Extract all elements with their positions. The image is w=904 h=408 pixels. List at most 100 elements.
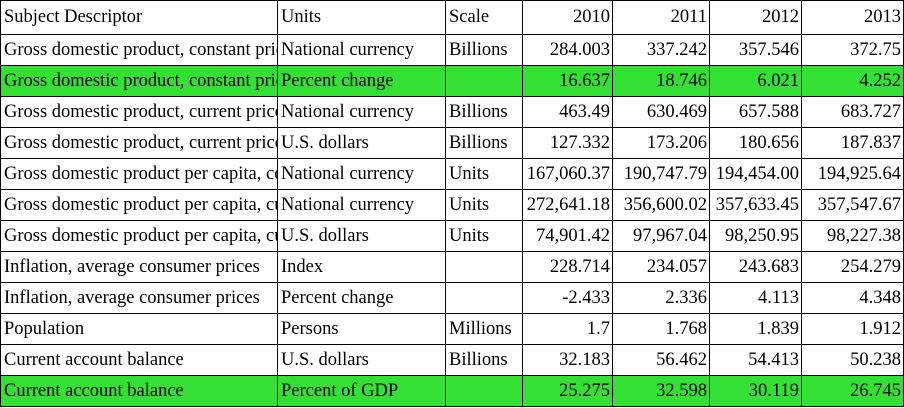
header-year-2012[interactable]: 2012 bbox=[709, 0, 802, 35]
table-row: Current account balance U.S. dollars Billi… bbox=[0, 344, 904, 376]
value-2010-cell[interactable]: 228.714 bbox=[522, 251, 613, 283]
table-row: Gross domestic product, constant prices P… bbox=[0, 65, 904, 97]
scale-cell[interactable] bbox=[445, 375, 523, 407]
table-row: Gross domestic product, constant prices N… bbox=[0, 34, 904, 66]
value-2011-cell[interactable]: 56.462 bbox=[612, 344, 710, 376]
value-2012-cell[interactable]: 1.839 bbox=[709, 313, 802, 345]
value-2013-cell[interactable]: 187.837 bbox=[801, 127, 904, 159]
value-2011-cell[interactable]: 356,600.02 bbox=[612, 189, 710, 221]
scale-cell[interactable]: Billions bbox=[445, 344, 523, 376]
value-2010-cell[interactable]: 25.275 bbox=[522, 375, 613, 407]
value-2011-cell[interactable]: 97,967.04 bbox=[612, 220, 710, 252]
value-2013-cell[interactable]: 372.75 bbox=[801, 34, 904, 66]
subject-cell[interactable]: Gross domestic product, current prices bbox=[0, 127, 278, 159]
subject-cell[interactable]: Gross domestic product per capita, curre… bbox=[0, 220, 278, 252]
value-2013-cell[interactable]: 26.745 bbox=[801, 375, 904, 407]
value-2013-cell[interactable]: 50.238 bbox=[801, 344, 904, 376]
value-2012-cell[interactable]: 54.413 bbox=[709, 344, 802, 376]
value-2012-cell[interactable]: 357.546 bbox=[709, 34, 802, 66]
subject-cell[interactable]: Gross domestic product, current prices bbox=[0, 96, 278, 128]
value-2010-cell[interactable]: 1.7 bbox=[522, 313, 613, 345]
subject-cell[interactable]: Population bbox=[0, 313, 278, 345]
table-row: Gross domestic product, current prices U.… bbox=[0, 127, 904, 159]
subject-cell[interactable]: Gross domestic product per capita, curre… bbox=[0, 189, 278, 221]
header-year-2010[interactable]: 2010 bbox=[522, 0, 613, 35]
value-2010-cell[interactable]: 74,901.42 bbox=[522, 220, 613, 252]
scale-cell[interactable] bbox=[445, 251, 523, 283]
value-2010-cell[interactable]: 127.332 bbox=[522, 127, 613, 159]
value-2012-cell[interactable]: 180.656 bbox=[709, 127, 802, 159]
table-row: Population Persons Millions 1.7 1.768 1.839 1.… bbox=[0, 313, 904, 345]
table-row: Gross domestic product per capita, curre… bbox=[0, 220, 904, 252]
table-row: Current account balance Percent of GDP 25.… bbox=[0, 375, 904, 407]
units-cell[interactable]: U.S. dollars bbox=[277, 344, 446, 376]
scale-cell[interactable]: Billions bbox=[445, 127, 523, 159]
value-2013-cell[interactable]: 254.279 bbox=[801, 251, 904, 283]
value-2012-cell[interactable]: 657.588 bbox=[709, 96, 802, 128]
value-2011-cell[interactable]: 234.057 bbox=[612, 251, 710, 283]
value-2013-cell[interactable]: 98,227.38 bbox=[801, 220, 904, 252]
value-2011-cell[interactable]: 32.598 bbox=[612, 375, 710, 407]
units-cell[interactable]: National currency bbox=[277, 34, 446, 66]
units-cell[interactable]: U.S. dollars bbox=[277, 220, 446, 252]
value-2011-cell[interactable]: 190,747.79 bbox=[612, 158, 710, 190]
subject-cell[interactable]: Inflation, average consumer prices bbox=[0, 282, 278, 314]
value-2010-cell[interactable]: 272,641.18 bbox=[522, 189, 613, 221]
units-cell[interactable]: Percent change bbox=[277, 65, 446, 97]
scale-cell[interactable]: Billions bbox=[445, 34, 523, 66]
value-2012-cell[interactable]: 30.119 bbox=[709, 375, 802, 407]
value-2011-cell[interactable]: 2.336 bbox=[612, 282, 710, 314]
value-2010-cell[interactable]: 16.637 bbox=[522, 65, 613, 97]
scale-cell[interactable] bbox=[445, 65, 523, 97]
units-cell[interactable]: Index bbox=[277, 251, 446, 283]
value-2012-cell[interactable]: 4.113 bbox=[709, 282, 802, 314]
value-2011-cell[interactable]: 18.746 bbox=[612, 65, 710, 97]
scale-cell[interactable]: Units bbox=[445, 158, 523, 190]
scale-cell[interactable]: Units bbox=[445, 189, 523, 221]
value-2010-cell[interactable]: 32.183 bbox=[522, 344, 613, 376]
header-row: Subject Descriptor Units Scale 2010 2011 2012… bbox=[0, 0, 904, 35]
subject-cell[interactable]: Gross domestic product, constant prices bbox=[0, 34, 278, 66]
header-scale[interactable]: Scale bbox=[445, 0, 523, 35]
units-cell[interactable]: Persons bbox=[277, 313, 446, 345]
value-2010-cell[interactable]: -2.433 bbox=[522, 282, 613, 314]
subject-cell[interactable]: Gross domestic product per capita, const… bbox=[0, 158, 278, 190]
value-2012-cell[interactable]: 98,250.95 bbox=[709, 220, 802, 252]
subject-cell[interactable]: Inflation, average consumer prices bbox=[0, 251, 278, 283]
value-2013-cell[interactable]: 1.912 bbox=[801, 313, 904, 345]
value-2013-cell[interactable]: 357,547.67 bbox=[801, 189, 904, 221]
value-2010-cell[interactable]: 463.49 bbox=[522, 96, 613, 128]
units-cell[interactable]: National currency bbox=[277, 158, 446, 190]
subject-cell[interactable]: Gross domestic product, constant prices bbox=[0, 65, 278, 97]
value-2013-cell[interactable]: 4.252 bbox=[801, 65, 904, 97]
value-2010-cell[interactable]: 284.003 bbox=[522, 34, 613, 66]
subject-cell[interactable]: Current account balance bbox=[0, 375, 278, 407]
header-subject-descriptor[interactable]: Subject Descriptor bbox=[0, 0, 278, 35]
subject-cell[interactable]: Current account balance bbox=[0, 344, 278, 376]
units-cell[interactable]: National currency bbox=[277, 96, 446, 128]
value-2012-cell[interactable]: 357,633.45 bbox=[709, 189, 802, 221]
scale-cell[interactable]: Millions bbox=[445, 313, 523, 345]
value-2012-cell[interactable]: 194,454.00 bbox=[709, 158, 802, 190]
units-cell[interactable]: Percent of GDP bbox=[277, 375, 446, 407]
units-cell[interactable]: National currency bbox=[277, 189, 446, 221]
scale-cell[interactable]: Units bbox=[445, 220, 523, 252]
header-year-2011[interactable]: 2011 bbox=[612, 0, 710, 35]
value-2012-cell[interactable]: 6.021 bbox=[709, 65, 802, 97]
value-2013-cell[interactable]: 683.727 bbox=[801, 96, 904, 128]
value-2010-cell[interactable]: 167,060.37 bbox=[522, 158, 613, 190]
units-cell[interactable]: U.S. dollars bbox=[277, 127, 446, 159]
header-units[interactable]: Units bbox=[277, 0, 446, 35]
scale-cell[interactable] bbox=[445, 282, 523, 314]
scale-cell[interactable]: Billions bbox=[445, 96, 523, 128]
header-year-2013[interactable]: 2013 bbox=[801, 0, 904, 35]
value-2011-cell[interactable]: 630.469 bbox=[612, 96, 710, 128]
value-2013-cell[interactable]: 194,925.64 bbox=[801, 158, 904, 190]
value-2011-cell[interactable]: 337.242 bbox=[612, 34, 710, 66]
units-cell[interactable]: Percent change bbox=[277, 282, 446, 314]
value-2013-cell[interactable]: 4.348 bbox=[801, 282, 904, 314]
value-2012-cell[interactable]: 243.683 bbox=[709, 251, 802, 283]
value-2011-cell[interactable]: 173.206 bbox=[612, 127, 710, 159]
value-2011-cell[interactable]: 1.768 bbox=[612, 313, 710, 345]
